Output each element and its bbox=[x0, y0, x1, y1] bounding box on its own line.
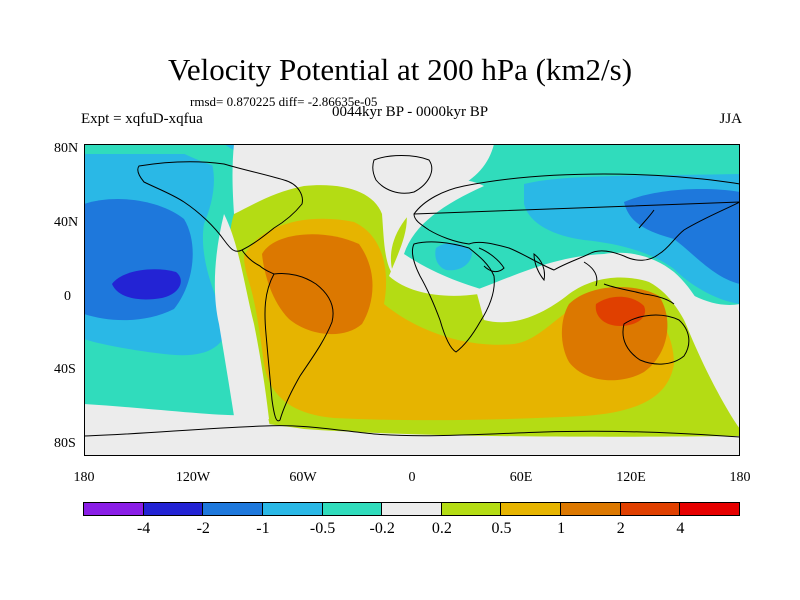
contour-neg-1-mideast bbox=[435, 243, 472, 271]
colorbar-label: 0.5 bbox=[491, 520, 512, 537]
lon-label-180w: 180 bbox=[73, 470, 95, 485]
colorbar-box bbox=[83, 502, 144, 516]
colorbar-box bbox=[440, 502, 502, 516]
lon-label-0: 0 bbox=[408, 470, 416, 485]
velocity-potential-map bbox=[84, 144, 740, 456]
colorbar-box bbox=[560, 502, 621, 516]
colorbar-label: 1 bbox=[557, 520, 566, 537]
contour-pos-2 bbox=[595, 296, 646, 326]
coastlines bbox=[84, 155, 740, 438]
colorbar-label: -2 bbox=[196, 520, 210, 537]
colorbar-box bbox=[679, 502, 741, 516]
lon-label-60w: 60W bbox=[289, 470, 317, 485]
lat-label-80s: 80S bbox=[54, 436, 76, 451]
period-label: 0044kyr BP - 0000kyr BP bbox=[331, 104, 489, 120]
contour-pos-1 bbox=[262, 234, 373, 335]
lat-label-0: 0 bbox=[64, 289, 71, 304]
neutral-east-pacific bbox=[214, 214, 269, 421]
rmsd-diff-stats: rmsd= 0.870225 diff= -2.86635e-05 bbox=[190, 94, 378, 109]
colorbar-label: 0.2 bbox=[431, 520, 452, 537]
neutral-south-band bbox=[84, 406, 740, 456]
colorbar-box bbox=[321, 502, 383, 516]
colorbar bbox=[83, 502, 741, 516]
colorbar-box bbox=[381, 502, 442, 516]
colorbar-box bbox=[619, 502, 681, 516]
lon-label-180e: 180 bbox=[729, 470, 751, 485]
colorbar-label: -0.2 bbox=[369, 520, 395, 537]
contour-neg-2-pacific bbox=[112, 269, 181, 300]
neutral-indian-band bbox=[476, 252, 740, 416]
lat-label-80n: 80N bbox=[54, 141, 79, 156]
season-label: JJA bbox=[719, 111, 742, 127]
colorbar-label: -4 bbox=[136, 520, 151, 537]
colorbar-label: -0.5 bbox=[309, 520, 336, 537]
lat-label-40s: 40S bbox=[54, 362, 76, 377]
experiment-label: Expt = xqfuD-xqfua bbox=[81, 111, 203, 127]
colorbar-box bbox=[500, 502, 562, 516]
plot-title: Velocity Potential at 200 hPa (km2/s) bbox=[167, 52, 633, 87]
contour-neg-1-asia bbox=[624, 189, 740, 284]
lon-label-120w: 120W bbox=[175, 470, 211, 485]
colorbar-box bbox=[142, 502, 204, 516]
map-frame bbox=[84, 144, 740, 456]
colorbar-label: -1 bbox=[256, 520, 270, 537]
lon-label-60e: 60E bbox=[509, 470, 533, 485]
colorbar-label: 4 bbox=[676, 520, 685, 537]
lat-label-40n: 40N bbox=[54, 215, 79, 230]
lon-label-120e: 120E bbox=[616, 470, 646, 485]
colorbar-box bbox=[261, 502, 323, 516]
colorbar-label: 2 bbox=[616, 520, 625, 537]
neutral-arctic-wedge bbox=[232, 144, 494, 276]
colorbar-box bbox=[202, 502, 263, 516]
